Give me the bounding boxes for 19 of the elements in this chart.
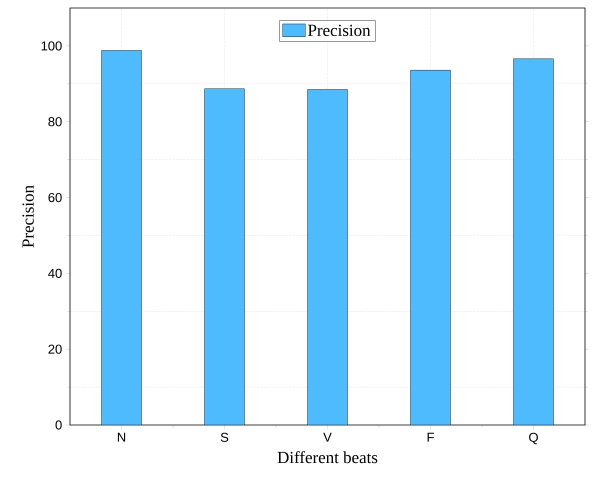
x-tick-label: Q	[529, 432, 538, 444]
bar	[307, 89, 348, 425]
y-tick-label: 20	[48, 344, 62, 354]
x-tick-label: N	[118, 432, 126, 442]
x-tick-label: F	[428, 432, 434, 442]
x-tick-label: S	[220, 432, 228, 442]
bar	[410, 70, 451, 425]
legend-label: Precision	[308, 24, 370, 36]
bar	[101, 50, 142, 425]
y-tick-label: 100	[42, 41, 62, 50]
x-axis-title: Different beats	[278, 451, 378, 464]
y-tick-label: 0	[56, 420, 62, 430]
y-tick-label: 60	[48, 192, 62, 202]
bar	[204, 88, 245, 425]
x-tick-label: V	[323, 432, 332, 442]
y-tick-label: 40	[48, 268, 62, 278]
y-axis-title: Precision	[22, 185, 34, 248]
y-tick-label: 80	[48, 117, 62, 126]
bar	[513, 58, 554, 425]
